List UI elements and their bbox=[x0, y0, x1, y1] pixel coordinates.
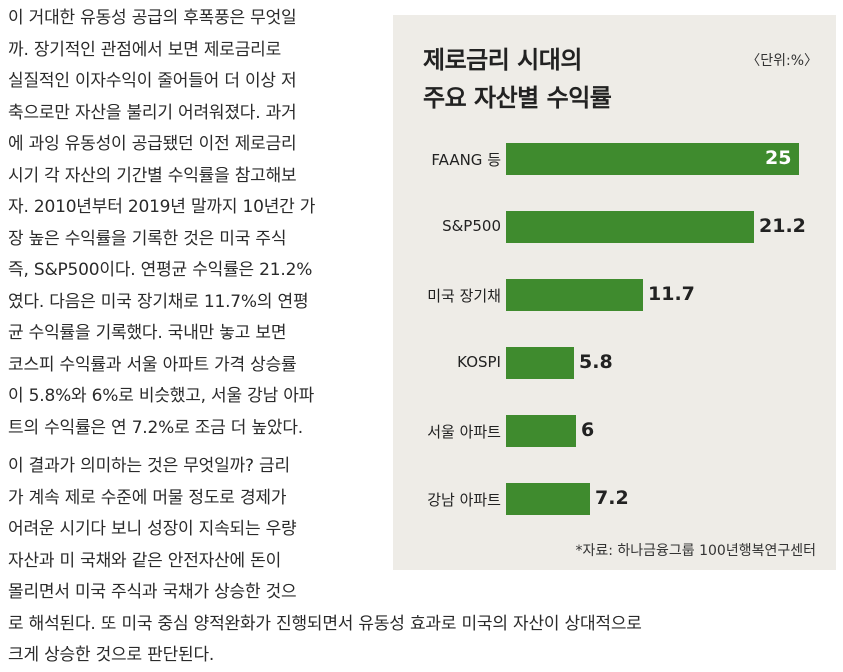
value-label: 5.8 bbox=[579, 351, 613, 373]
article-line: 균 수익률을 기록했다. 국내만 놓고 보면 bbox=[8, 323, 287, 343]
article-line: 였다. 다음은 미국 장기채로 11.7%의 연평 bbox=[8, 291, 309, 312]
value-label: 7.2 bbox=[595, 487, 629, 509]
chart-unit-label: 〈단위:%〉 bbox=[746, 53, 818, 69]
article-line: 즉, S&P500이다. 연평균 수익률은 21.2% bbox=[8, 260, 313, 280]
article-line: 코스피 수익률과 서울 아파트 가격 상승률 bbox=[8, 354, 297, 375]
article-line: 가 계속 제로 수준에 머물 정도로 경제가 bbox=[8, 487, 287, 508]
value-label: 21.2 bbox=[759, 215, 806, 237]
article-line: 이 결과가 의미하는 것은 무엇일까? 금리 bbox=[8, 456, 290, 476]
article-line: 자산과 미 국채와 같은 안전자산에 돈이 bbox=[8, 550, 282, 571]
value-label: 25 bbox=[765, 147, 792, 169]
article-line: 에 과잉 유동성이 공급됐던 이전 제로금리 bbox=[8, 134, 297, 154]
bar bbox=[506, 483, 590, 515]
chart-title: 제로금리 시대의 주요 자산별 수익률 bbox=[423, 41, 612, 117]
value-label: 11.7 bbox=[648, 283, 695, 305]
category-label: S&P500 bbox=[442, 217, 501, 235]
article-line: 몰리면서 미국 주식과 국채가 상승한 것으 bbox=[8, 582, 297, 602]
article-line: 실질적인 이자수익이 줄어들어 더 이상 저 bbox=[8, 71, 297, 91]
article-line: 까. 장기적인 관점에서 보면 제로금리로 bbox=[8, 39, 282, 60]
value-label: 6 bbox=[581, 419, 595, 441]
category-label: 미국 장기채 bbox=[427, 287, 501, 305]
chart-panel: 제로금리 시대의 주요 자산별 수익률 〈단위:%〉 FAANG 등 25 S&P5… bbox=[393, 15, 836, 570]
article-line: 이 5.8%와 6%로 비슷했고, 서울 강남 아파 bbox=[8, 386, 315, 406]
article-line: 장 높은 수익률을 기록한 것은 미국 주식 bbox=[8, 228, 287, 249]
article-line: 축으로만 자산을 불리기 어려워졌다. 과거 bbox=[8, 102, 297, 123]
category-label: 서울 아파트 bbox=[427, 423, 501, 441]
article-line: 시기 각 자산의 기간별 수익률을 참고해보 bbox=[8, 165, 297, 186]
article-line: 트의 수익률은 연 7.2%로 조금 더 높았다. bbox=[8, 417, 303, 438]
bar bbox=[506, 211, 754, 243]
article-line: 로 해석된다. 또 미국 중심 양적완화가 진행되면서 유동성 효과로 미국의 … bbox=[8, 613, 642, 634]
bar bbox=[506, 279, 643, 311]
article-line: 크게 상승한 것으로 판단된다. bbox=[8, 645, 215, 665]
article-line: 이 거대한 유동성 공급의 후폭풍은 무엇일 bbox=[8, 8, 297, 28]
chart-title-line: 제로금리 시대의 bbox=[423, 46, 582, 74]
article-line: 어려운 시기다 보니 성장이 지속되는 우량 bbox=[8, 519, 297, 539]
category-label: FAANG 등 bbox=[431, 151, 501, 169]
bar bbox=[506, 347, 574, 379]
bar bbox=[506, 415, 576, 447]
chart-title-line: 주요 자산별 수익률 bbox=[423, 84, 612, 112]
category-label: 강남 아파트 bbox=[427, 491, 501, 509]
article-line: 자. 2010년부터 2019년 말까지 10년간 가 bbox=[8, 197, 316, 217]
bar bbox=[506, 143, 799, 175]
chart-source-note: *자료: 하나금융그룹 100년행복연구센터 bbox=[575, 543, 816, 559]
category-label: KOSPI bbox=[457, 353, 501, 371]
